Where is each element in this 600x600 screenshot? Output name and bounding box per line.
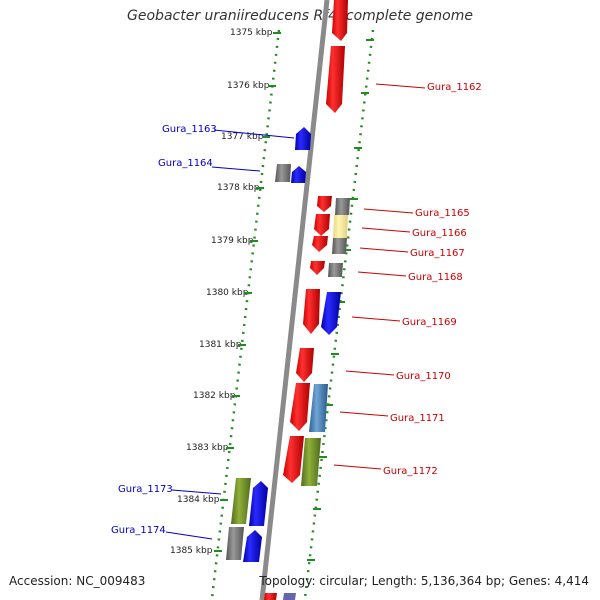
gene-label-gura-1163[interactable]: Gura_1163 [162,124,217,135]
gene-label-gura-1169[interactable]: Gura_1169 [402,317,457,328]
tick-label: 1375 kbp [230,28,273,38]
khaki-feature[interactable] [333,215,348,238]
gene-label-gura-1162[interactable]: Gura_1162 [427,82,482,93]
gene-gura-1174-arrow[interactable] [243,530,262,562]
bottom-blue-feature [283,593,296,600]
tick-label: 1384 kbp [177,495,220,505]
gene-gura-1172-red-arrow[interactable] [283,436,304,483]
gray-feature[interactable] [332,238,347,254]
map-title: Geobacter uraniireducens Rf4, complete g… [127,8,473,24]
gene-label-gura-1171[interactable]: Gura_1171 [390,413,445,424]
gene-gura-1173-olive-feature[interactable] [231,478,251,524]
gene-label-gura-1166[interactable]: Gura_1166 [412,228,467,239]
gene-gura-1164-arrow[interactable] [291,166,306,183]
leader-line [211,166,261,172]
gene-gura-1169-blue-arrow[interactable] [321,292,341,335]
gene-label-gura-1167[interactable]: Gura_1167 [410,248,465,259]
gene-gura-1169-red-arrow[interactable] [303,289,320,334]
leader-line [213,129,295,139]
gene-gura-1165-arrow[interactable] [317,196,332,212]
gene-gura-1162-top-arrow[interactable] [332,0,348,41]
accession-label: Accession: NC_009483 [9,574,146,588]
gene-label-gura-1172[interactable]: Gura_1172 [383,466,438,477]
leader-line [345,370,395,376]
gene-gura-1173-arrow[interactable] [249,481,268,526]
gene-gura-1172-olive-feature[interactable] [301,438,321,486]
reverse-genes [226,127,311,562]
tick-label: 1382 kbp [193,391,236,401]
gene-gura-1171-steelblue-feature[interactable] [309,384,328,432]
gene-label-gura-1174[interactable]: Gura_1174 [111,525,166,536]
leader-line [333,464,382,470]
genome-backbone [259,0,330,600]
gene-gura-1162-arrow[interactable] [326,46,345,113]
tick-label: 1378 kbp [217,183,260,193]
left-gene-labels: Gura_1163 Gura_1164 Gura_1173 Gura_1174 [111,124,295,540]
gene-gura-1164-gray-feature[interactable] [275,164,291,182]
gene-label-gura-1165[interactable]: Gura_1165 [415,208,470,219]
gene-gura-1167-arrow[interactable] [312,236,328,252]
tick-label: 1383 kbp [186,443,229,453]
gene-label-gura-1170[interactable]: Gura_1170 [396,371,451,382]
gene-gura-1166-arrow[interactable] [314,214,330,236]
tick-label: 1379 kbp [211,236,254,246]
tick-label: 1381 kbp [199,340,242,350]
tick-label: 1385 kbp [170,546,213,556]
gene-label-gura-1168[interactable]: Gura_1168 [408,272,463,283]
tick-label: 1377 kbp [221,132,264,142]
gene-label-gura-1173[interactable]: Gura_1173 [118,484,173,495]
leader-line [339,411,389,417]
leader-line [363,208,414,214]
forward-genes [283,0,348,483]
leader-line [375,83,426,89]
major-ticks [214,32,374,561]
gray-feature[interactable] [335,198,350,215]
leader-line [171,489,222,495]
leader-line [361,227,411,233]
bottom-red-feature [264,593,277,600]
tick-labels: 1375 kbp 1376 kbp 1377 kbp 1378 kbp 1379… [170,28,273,556]
leader-line [165,531,213,540]
tick-label: 1380 kbp [206,288,249,298]
gene-gura-1168-arrow[interactable] [310,261,325,275]
leader-line [351,316,401,322]
gene-gura-1170-arrow[interactable] [296,348,314,382]
gene-gura-1163-arrow[interactable] [295,127,311,150]
right-gene-labels: Gura_1162 Gura_1165 Gura_1166 Gura_1167 … [333,82,482,477]
leader-line [359,247,409,253]
leader-line [357,271,407,277]
gene-gura-1174-gray-feature[interactable] [226,527,244,560]
other-features [301,198,350,486]
gene-gura-1171-red-arrow[interactable] [290,383,310,431]
gene-label-gura-1164[interactable]: Gura_1164 [158,158,213,169]
genome-summary: Topology: circular; Length: 5,136,364 bp… [259,574,589,588]
tick-label: 1376 kbp [227,81,270,91]
gray-feature[interactable] [328,263,343,277]
